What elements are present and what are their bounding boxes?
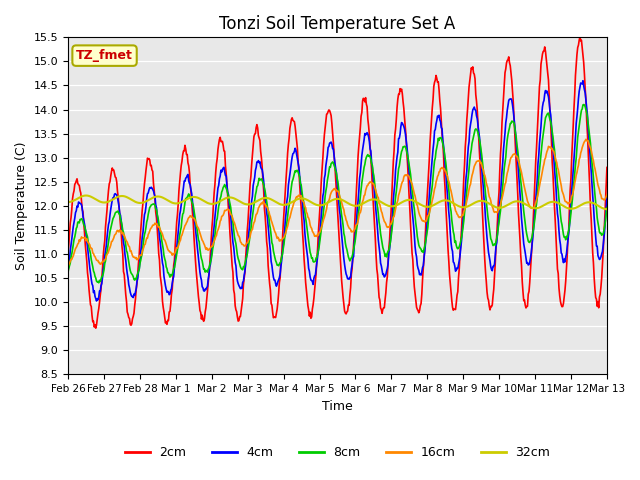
Line: 8cm: 8cm — [68, 105, 607, 283]
16cm — [212, 233, 220, 239]
2cm — [419, 265, 427, 271]
2cm — [213, 156, 221, 162]
16cm — [74, 241, 82, 247]
32cm — [82, 192, 90, 198]
Title: Tonzi Soil Temperature Set A: Tonzi Soil Temperature Set A — [220, 15, 456, 33]
16cm — [603, 192, 611, 198]
32cm — [130, 198, 138, 204]
16cm — [582, 136, 590, 142]
4cm — [185, 178, 193, 183]
2cm — [92, 325, 100, 331]
8cm — [130, 276, 138, 282]
8cm — [580, 102, 588, 108]
32cm — [74, 195, 82, 201]
2cm — [74, 180, 82, 186]
Text: TZ_fmet: TZ_fmet — [76, 49, 133, 62]
32cm — [64, 199, 72, 205]
8cm — [419, 250, 427, 255]
4cm — [579, 78, 587, 84]
8cm — [213, 216, 221, 222]
16cm — [403, 172, 411, 178]
8cm — [404, 152, 412, 158]
2cm — [185, 163, 193, 168]
8cm — [185, 191, 193, 197]
32cm — [404, 197, 412, 203]
2cm — [603, 165, 611, 170]
16cm — [129, 254, 137, 260]
Line: 16cm: 16cm — [68, 139, 607, 266]
32cm — [419, 203, 427, 209]
4cm — [213, 193, 221, 199]
Line: 2cm: 2cm — [68, 37, 607, 328]
4cm — [130, 291, 138, 297]
32cm — [603, 206, 611, 212]
32cm — [185, 195, 193, 201]
Y-axis label: Soil Temperature (C): Soil Temperature (C) — [15, 142, 28, 270]
4cm — [64, 267, 72, 273]
2cm — [404, 161, 412, 167]
Line: 4cm: 4cm — [68, 81, 607, 301]
8cm — [74, 219, 82, 225]
32cm — [213, 200, 221, 205]
16cm — [419, 218, 426, 224]
4cm — [74, 204, 82, 210]
4cm — [404, 150, 412, 156]
8cm — [603, 205, 611, 211]
2cm — [576, 34, 584, 40]
4cm — [603, 195, 611, 201]
Legend: 2cm, 4cm, 8cm, 16cm, 32cm: 2cm, 4cm, 8cm, 16cm, 32cm — [120, 441, 556, 464]
2cm — [64, 250, 72, 256]
8cm — [95, 280, 102, 286]
8cm — [64, 269, 72, 275]
16cm — [184, 216, 192, 222]
4cm — [93, 298, 100, 304]
2cm — [130, 311, 138, 316]
16cm — [64, 264, 72, 269]
X-axis label: Time: Time — [322, 400, 353, 413]
Line: 32cm: 32cm — [68, 195, 607, 209]
4cm — [419, 263, 427, 269]
